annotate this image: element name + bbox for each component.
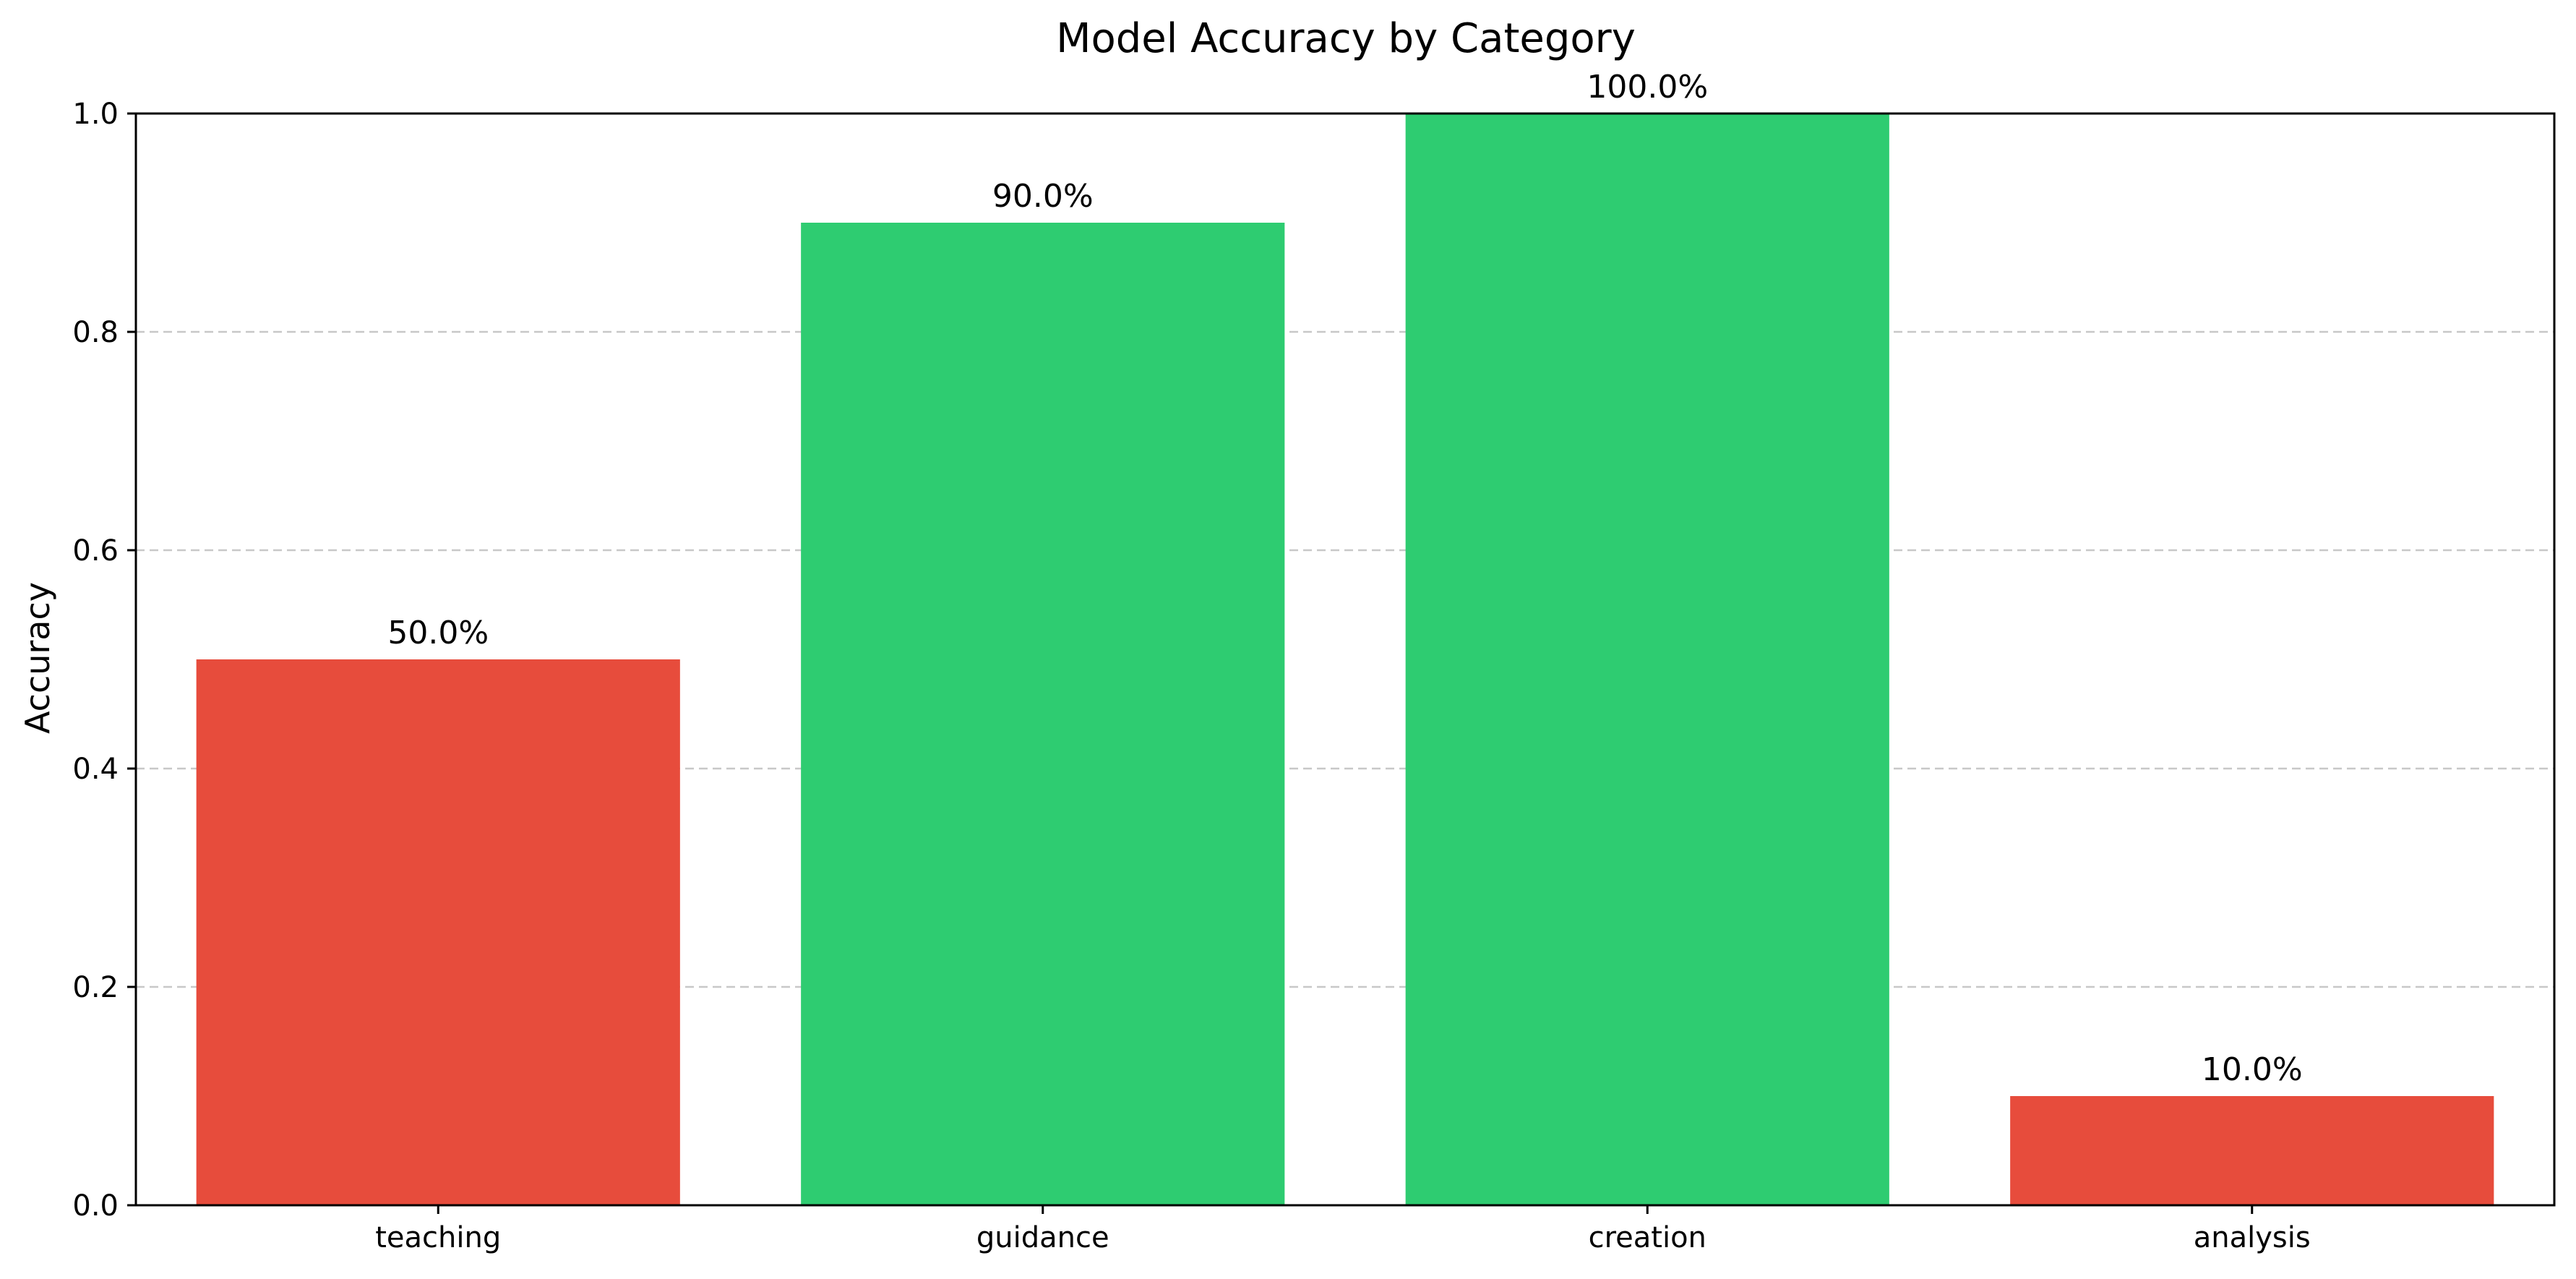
y-axis-label: Accuracy <box>18 582 57 734</box>
bars <box>196 114 2494 1205</box>
data-label-analysis: 10.0% <box>2202 1051 2303 1088</box>
y-axis: 0.0 0.2 0.4 0.6 0.8 1.0 <box>72 98 136 1223</box>
y-tick-label: 0.8 <box>72 316 119 349</box>
bar-guidance <box>801 223 1285 1205</box>
x-tick-label-teaching: teaching <box>375 1221 501 1254</box>
y-tick-label: 0.2 <box>72 971 119 1004</box>
bar-creation <box>1405 114 1889 1205</box>
x-axis: teaching guidance creation analysis <box>375 1205 2311 1254</box>
x-tick-label-creation: creation <box>1589 1221 1706 1254</box>
plot-frame <box>134 112 2556 1207</box>
x-tick-label-analysis: analysis <box>2194 1221 2311 1254</box>
y-tick-label: 1.0 <box>72 98 119 131</box>
y-tick-label: 0.4 <box>72 753 119 786</box>
y-tick-label: 0.6 <box>72 534 119 568</box>
data-label-teaching: 50.0% <box>387 615 489 651</box>
chart-title: Model Accuracy by Category <box>1056 15 1636 62</box>
bar-teaching <box>196 659 680 1205</box>
data-label-creation: 100.0% <box>1587 69 1708 106</box>
y-tick-label: 0.0 <box>72 1189 119 1223</box>
data-label-guidance: 90.0% <box>992 178 1094 215</box>
bar-analysis <box>2010 1096 2494 1205</box>
x-tick-label-guidance: guidance <box>976 1221 1109 1254</box>
data-labels: 50.0% 90.0% 100.0% 10.0% <box>387 69 2302 1088</box>
